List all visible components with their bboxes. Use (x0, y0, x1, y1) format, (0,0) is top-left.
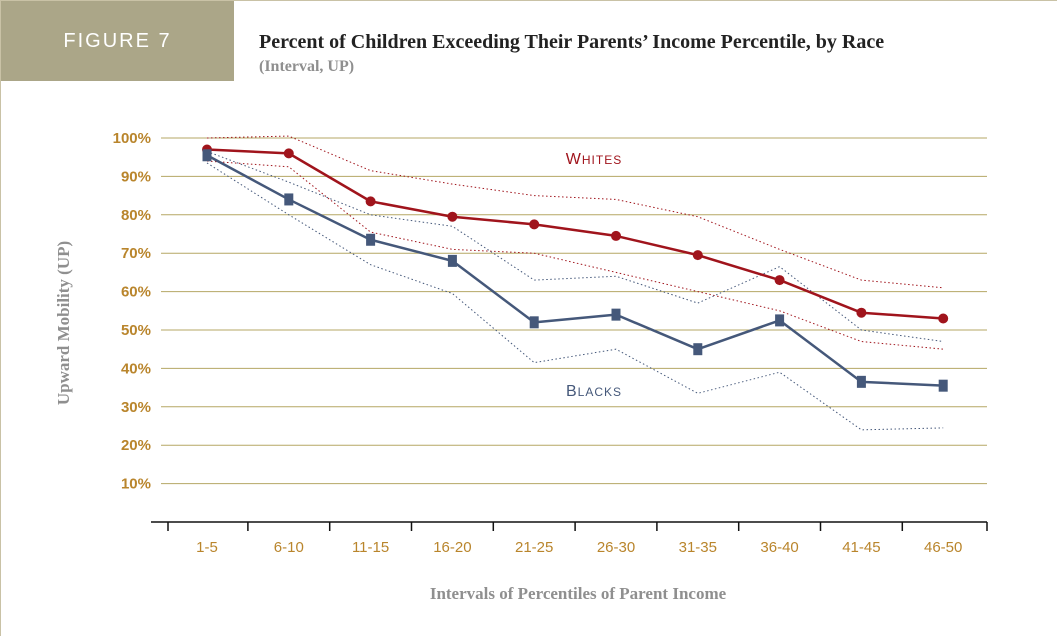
series-markers (202, 144, 949, 392)
whites-data-point (611, 230, 621, 241)
blacks-series-label: BLACKS (566, 383, 622, 400)
blacks-upper-bound (206, 150, 944, 343)
blacks-data-point (611, 308, 621, 321)
whites-upper-bound (206, 135, 944, 289)
whites-label-initial: W (566, 151, 582, 168)
whites-data-point (774, 275, 785, 286)
whites-data-point (447, 211, 458, 222)
y-tick-label: 70% (121, 245, 151, 262)
blacks-data-point (366, 233, 376, 246)
x-axis-title: Intervals of Percentiles of Parent Incom… (430, 584, 727, 603)
blacks-label-rest: LACKS (578, 385, 622, 399)
whites-data-point (692, 250, 703, 261)
y-tick-label: 90% (121, 168, 151, 185)
y-tick-label: 50% (121, 322, 151, 339)
blacks-data-point (775, 314, 785, 327)
y-tick-labels: 10% 20% 30% 40% 50% 60% 70% 80% 90% 100% (113, 130, 151, 493)
blacks-label-initial: B (566, 383, 578, 400)
x-tick-label: 46-50 (924, 539, 962, 556)
grid-lines (161, 137, 987, 485)
series-lines (206, 148, 944, 387)
x-tick-label: 11-15 (352, 539, 389, 556)
whites-data-point (283, 148, 294, 159)
blacks-data-point (284, 193, 294, 206)
blacks-series-line (206, 154, 944, 387)
whites-label-rest: HITES (582, 153, 622, 167)
figure-label: FIGURE 7 (1, 1, 234, 81)
x-tick-label: 36-40 (760, 539, 798, 556)
whites-data-point (856, 307, 867, 318)
y-tick-label: 20% (121, 437, 151, 454)
x-tick-labels: 1-5 6-10 11-15 16-20 21-25 26-30 31-35 36-40 41-… (196, 539, 962, 556)
whites-series-label: WHITES (566, 151, 622, 168)
y-tick-label: 60% (121, 284, 151, 301)
blacks-data-point (447, 254, 457, 267)
blacks-lower-bound (206, 162, 944, 431)
chart-title: Percent of Children Exceeding Their Pare… (259, 31, 885, 53)
y-tick-label: 40% (121, 360, 151, 377)
whites-data-point (529, 219, 540, 230)
chart-subtitle: (Interval, UP) (259, 58, 355, 75)
confidence-bounds (206, 135, 944, 431)
x-tick-label: 31-35 (679, 539, 717, 556)
whites-data-point (938, 313, 949, 324)
x-tick-label: 16-20 (433, 539, 471, 556)
whites-data-point (365, 196, 376, 207)
x-tick-label: 1-5 (196, 539, 218, 556)
x-tick-label: 26-30 (597, 539, 635, 556)
y-tick-label: 10% (121, 476, 151, 493)
whites-series-line (206, 148, 944, 320)
y-axis-title: Upward Mobility (UP) (54, 241, 73, 405)
blacks-data-point (856, 375, 866, 388)
y-tick-label: 100% (113, 130, 151, 147)
axes (151, 521, 988, 531)
x-tick-label: 41-45 (842, 539, 880, 556)
x-tick-label: 6-10 (274, 539, 304, 556)
blacks-data-point (938, 379, 948, 392)
blacks-data-point (693, 343, 703, 356)
x-tick-label: 21-25 (515, 539, 553, 556)
blacks-data-point (202, 149, 212, 162)
y-tick-label: 30% (121, 399, 151, 416)
whites-lower-bound (206, 160, 944, 350)
y-tick-label: 80% (121, 207, 151, 224)
blacks-data-point (529, 316, 539, 329)
